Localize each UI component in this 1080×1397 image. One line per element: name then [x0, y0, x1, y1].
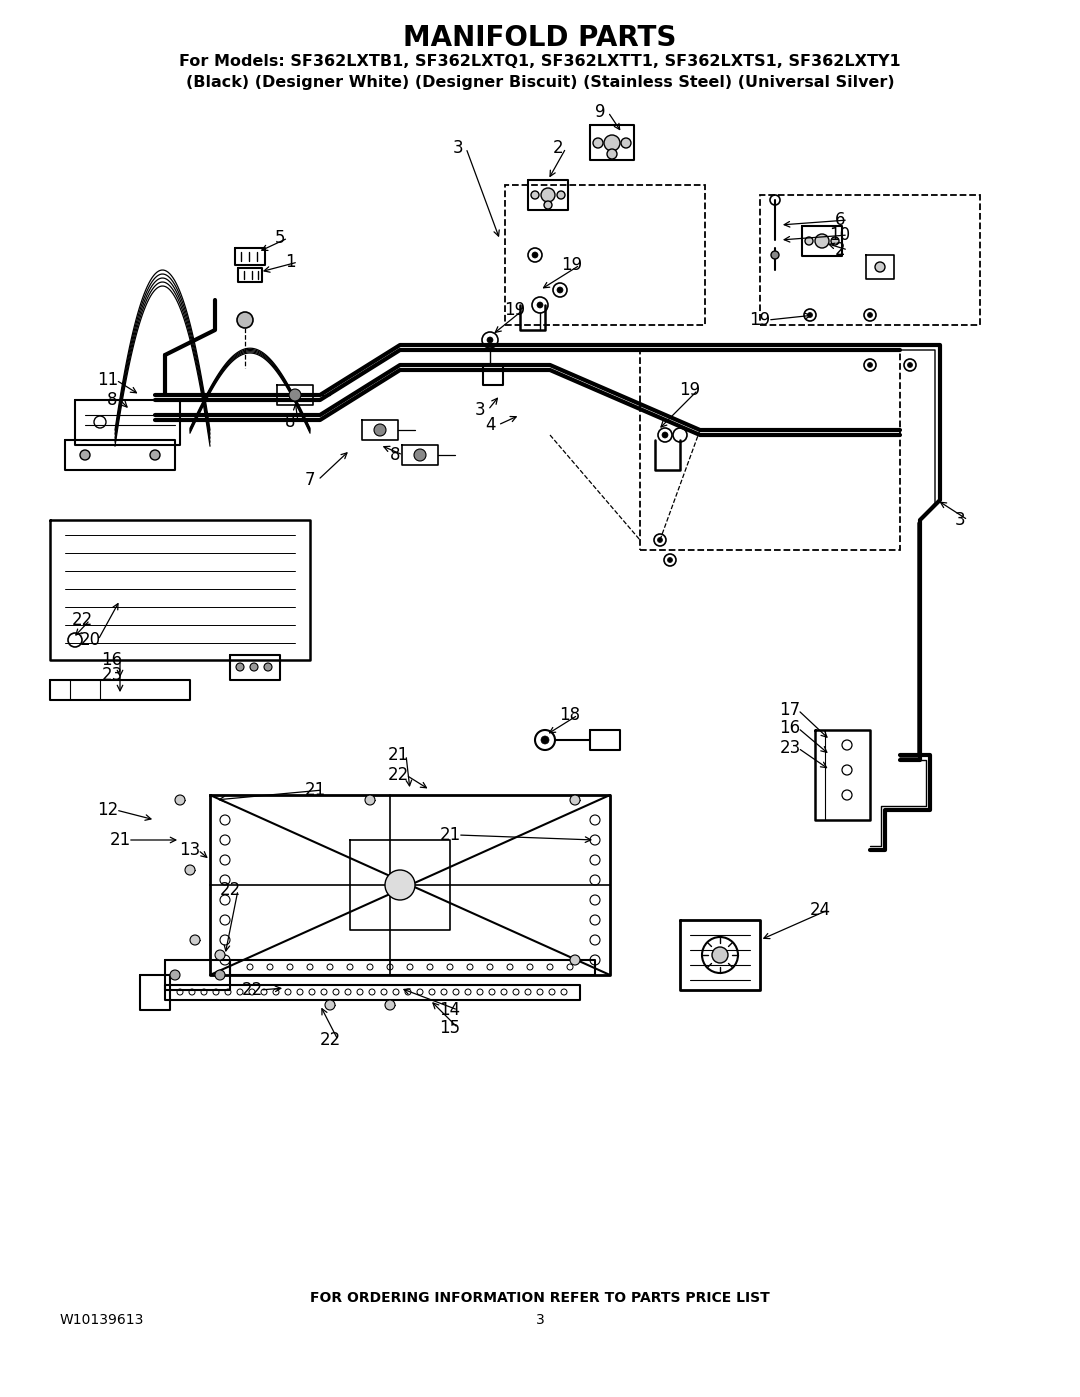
Circle shape	[808, 313, 812, 317]
Text: 4: 4	[485, 416, 496, 434]
Circle shape	[570, 795, 580, 805]
Text: 10: 10	[829, 226, 851, 244]
Text: 6: 6	[835, 211, 846, 229]
Circle shape	[185, 865, 195, 875]
Circle shape	[815, 235, 829, 249]
Circle shape	[289, 388, 301, 401]
Circle shape	[667, 557, 673, 563]
Text: 13: 13	[179, 841, 201, 859]
Text: 8: 8	[107, 391, 118, 409]
Circle shape	[80, 450, 90, 460]
Circle shape	[264, 664, 272, 671]
Text: For Models: SF362LXTB1, SF362LXTQ1, SF362LXTT1, SF362LXTS1, SF362LXTY1: For Models: SF362LXTB1, SF362LXTQ1, SF36…	[179, 54, 901, 70]
Circle shape	[541, 736, 549, 745]
Text: 1: 1	[285, 253, 295, 271]
Text: 19: 19	[562, 256, 582, 274]
Text: 2: 2	[835, 242, 846, 258]
Text: 16: 16	[780, 719, 800, 738]
Circle shape	[604, 136, 620, 151]
Text: 18: 18	[559, 705, 581, 724]
Circle shape	[325, 1000, 335, 1010]
Circle shape	[414, 448, 426, 461]
Circle shape	[570, 956, 580, 965]
Circle shape	[662, 432, 669, 439]
Circle shape	[190, 935, 200, 944]
Text: 23: 23	[102, 666, 123, 685]
Circle shape	[487, 337, 492, 344]
Circle shape	[237, 664, 244, 671]
Text: 8: 8	[390, 446, 401, 464]
Circle shape	[907, 362, 913, 367]
Circle shape	[237, 312, 253, 328]
Text: 19: 19	[750, 312, 770, 330]
Circle shape	[607, 149, 617, 159]
Circle shape	[658, 538, 662, 542]
Text: 22: 22	[320, 1031, 340, 1049]
Text: 16: 16	[102, 651, 122, 669]
Text: MANIFOLD PARTS: MANIFOLD PARTS	[403, 24, 677, 52]
Text: 22: 22	[219, 882, 241, 900]
Circle shape	[867, 313, 873, 317]
Circle shape	[875, 263, 885, 272]
Circle shape	[170, 970, 180, 981]
Text: 3: 3	[536, 1313, 544, 1327]
Circle shape	[215, 970, 225, 981]
Text: 3: 3	[955, 511, 966, 529]
Circle shape	[532, 251, 538, 258]
Text: 14: 14	[440, 1002, 460, 1018]
Circle shape	[531, 191, 539, 198]
Circle shape	[175, 795, 185, 805]
Text: 19: 19	[504, 300, 526, 319]
Text: 3: 3	[453, 138, 463, 156]
Circle shape	[771, 251, 779, 258]
Text: 9: 9	[595, 103, 605, 122]
Circle shape	[831, 237, 839, 244]
Circle shape	[249, 664, 258, 671]
Text: 20: 20	[80, 631, 100, 650]
Circle shape	[374, 425, 386, 436]
Circle shape	[541, 189, 555, 203]
Text: 22: 22	[241, 981, 262, 999]
Text: 21: 21	[440, 826, 461, 844]
Text: 19: 19	[679, 381, 701, 400]
Circle shape	[593, 138, 603, 148]
Text: 21: 21	[109, 831, 131, 849]
Text: W10139613: W10139613	[60, 1313, 145, 1327]
Text: 21: 21	[388, 746, 408, 764]
Circle shape	[365, 795, 375, 805]
Circle shape	[621, 138, 631, 148]
Text: 12: 12	[97, 800, 119, 819]
Text: 22: 22	[388, 766, 408, 784]
Text: 11: 11	[97, 372, 119, 388]
Bar	[760, 196, 980, 326]
Bar	[640, 351, 900, 550]
Circle shape	[537, 302, 543, 307]
Text: 24: 24	[809, 901, 831, 919]
Text: 21: 21	[305, 781, 326, 799]
Circle shape	[215, 950, 225, 960]
Text: 23: 23	[780, 739, 800, 757]
Text: 5: 5	[274, 229, 285, 247]
Circle shape	[867, 362, 873, 367]
Text: (Black) (Designer White) (Designer Biscuit) (Stainless Steel) (Universal Silver): (Black) (Designer White) (Designer Biscu…	[186, 74, 894, 89]
Bar	[505, 184, 705, 326]
Text: 15: 15	[440, 1018, 460, 1037]
Circle shape	[150, 450, 160, 460]
Text: 22: 22	[71, 610, 93, 629]
Text: FOR ORDERING INFORMATION REFER TO PARTS PRICE LIST: FOR ORDERING INFORMATION REFER TO PARTS …	[310, 1291, 770, 1305]
Circle shape	[557, 286, 563, 293]
Text: 3: 3	[475, 401, 485, 419]
Circle shape	[557, 191, 565, 198]
Circle shape	[712, 947, 728, 963]
Circle shape	[544, 201, 552, 210]
Text: 2: 2	[553, 138, 564, 156]
Text: 7: 7	[305, 471, 315, 489]
Text: 8: 8	[285, 414, 295, 432]
Circle shape	[805, 237, 813, 244]
Text: 17: 17	[780, 701, 800, 719]
Circle shape	[384, 870, 415, 900]
Circle shape	[384, 1000, 395, 1010]
